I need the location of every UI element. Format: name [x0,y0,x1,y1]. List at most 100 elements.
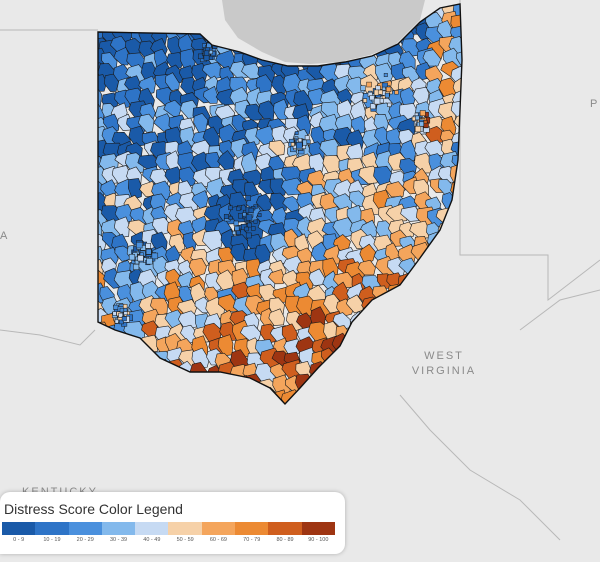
urban-tract[interactable] [290,142,295,147]
census-tract[interactable] [362,63,380,81]
census-tract[interactable] [127,178,143,200]
urban-tract[interactable] [112,311,117,316]
urban-tract[interactable] [236,230,241,235]
urban-tract[interactable] [232,230,237,235]
urban-tract[interactable] [362,98,368,103]
urban-tract[interactable] [384,92,390,98]
census-tract[interactable] [351,115,366,135]
census-tract[interactable] [164,72,180,92]
urban-tract[interactable] [228,205,233,211]
census-tract[interactable] [455,48,472,66]
census-tract[interactable] [203,85,219,104]
census-tract[interactable] [255,193,273,213]
urban-tract[interactable] [294,131,299,135]
urban-tract[interactable] [245,195,251,201]
urban-tract[interactable] [253,219,258,224]
census-tract[interactable] [400,205,420,222]
urban-tract[interactable] [228,216,233,221]
urban-tract[interactable] [247,222,252,228]
census-tract[interactable] [271,74,288,96]
census-tract[interactable] [103,73,119,92]
census-tract[interactable] [385,203,408,222]
census-tract[interactable] [166,52,185,70]
urban-tract[interactable] [373,98,381,105]
urban-tract[interactable] [204,50,210,56]
urban-tract[interactable] [128,254,136,261]
urban-tract[interactable] [419,110,426,117]
census-tract[interactable] [269,178,287,197]
census-tract[interactable] [113,216,130,238]
urban-tract[interactable] [306,139,311,144]
urban-tract[interactable] [419,121,424,127]
urban-tract[interactable] [366,81,372,88]
urban-tract[interactable] [414,125,422,133]
urban-tract[interactable] [248,207,254,213]
urban-tract[interactable] [137,255,144,262]
urban-tract[interactable] [119,307,125,313]
census-tract[interactable] [268,269,285,285]
census-tract[interactable] [357,259,376,276]
urban-tract[interactable] [145,243,151,249]
census-tract[interactable] [308,268,326,287]
urban-tract[interactable] [257,213,262,218]
urban-tract[interactable] [236,206,241,211]
urban-tract[interactable] [304,135,310,141]
urban-tract[interactable] [423,120,428,124]
census-tract[interactable] [322,154,343,174]
census-tract[interactable] [190,248,210,267]
census-tract[interactable] [244,127,260,147]
urban-tract[interactable] [394,90,399,95]
urban-tract[interactable] [296,142,303,149]
census-tract[interactable] [165,268,183,288]
census-tract[interactable] [422,49,442,67]
census-tract[interactable] [359,243,376,264]
census-tract[interactable] [188,257,207,277]
urban-tract[interactable] [244,226,249,232]
census-tract[interactable] [150,231,168,250]
urban-tract[interactable] [151,252,159,260]
urban-tract[interactable] [122,304,128,309]
census-tract[interactable] [399,139,417,162]
urban-tract[interactable] [245,232,252,239]
urban-tract[interactable] [123,311,128,316]
urban-tract[interactable] [369,95,375,101]
census-tract[interactable] [296,114,312,136]
urban-tract[interactable] [242,212,247,217]
census-tract[interactable] [453,113,470,132]
urban-tract[interactable] [203,54,210,61]
census-tract[interactable] [358,165,380,185]
census-tract[interactable] [246,283,264,300]
urban-tract[interactable] [123,307,128,312]
urban-tract[interactable] [133,263,140,270]
urban-tract[interactable] [198,53,204,60]
urban-tract[interactable] [145,248,152,255]
census-tract[interactable] [268,140,286,156]
urban-tract[interactable] [381,86,386,91]
urban-tract[interactable] [245,214,253,221]
census-tract[interactable] [283,338,302,357]
urban-tract[interactable] [114,319,119,324]
census-tract[interactable] [385,181,405,198]
census-tract[interactable] [113,47,130,66]
urban-tract[interactable] [385,86,392,93]
census-tract[interactable] [138,75,156,95]
urban-tract[interactable] [360,85,366,91]
urban-tract[interactable] [251,226,256,231]
urban-tract[interactable] [136,241,143,249]
urban-tract[interactable] [223,214,229,219]
census-tract[interactable] [268,308,285,326]
urban-tract[interactable] [233,220,239,226]
census-tract[interactable] [138,113,155,133]
urban-tract[interactable] [370,103,376,110]
urban-tract[interactable] [209,55,214,60]
urban-tract[interactable] [387,102,392,107]
urban-tract[interactable] [121,316,127,322]
urban-tract[interactable] [146,258,153,265]
urban-tract[interactable] [377,89,383,95]
urban-tract[interactable] [118,312,124,318]
census-tract[interactable] [103,113,120,134]
census-tract[interactable] [450,65,466,87]
urban-tract[interactable] [415,115,420,121]
urban-tract[interactable] [383,73,388,77]
